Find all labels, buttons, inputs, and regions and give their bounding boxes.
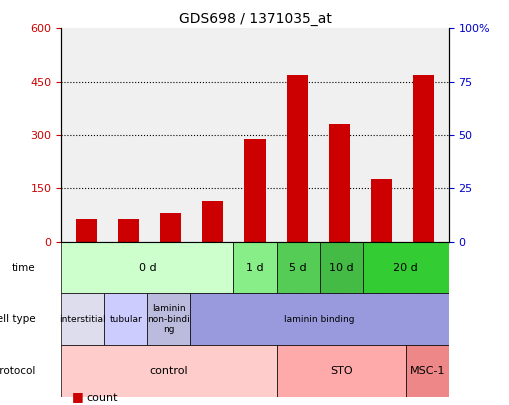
Text: 0 d: 0 d	[138, 262, 156, 273]
Text: ■: ■	[71, 390, 83, 403]
Text: 5 d: 5 d	[289, 262, 306, 273]
Bar	[160, 213, 181, 242]
Text: STO: STO	[329, 366, 352, 376]
Text: count: count	[87, 393, 118, 403]
FancyBboxPatch shape	[362, 242, 448, 294]
FancyBboxPatch shape	[104, 294, 147, 345]
Text: cell type: cell type	[0, 314, 35, 324]
Text: growth protocol: growth protocol	[0, 366, 35, 376]
Bar	[76, 219, 97, 242]
Title: GDS698 / 1371035_at: GDS698 / 1371035_at	[178, 12, 331, 26]
Bar	[370, 179, 391, 242]
FancyBboxPatch shape	[276, 242, 319, 294]
FancyBboxPatch shape	[319, 242, 362, 294]
Bar	[118, 219, 139, 242]
Text: tubular: tubular	[109, 315, 142, 324]
FancyBboxPatch shape	[190, 294, 448, 345]
Text: 10 d: 10 d	[328, 262, 353, 273]
Bar	[412, 75, 433, 242]
FancyBboxPatch shape	[276, 345, 405, 397]
Text: laminin
non-bindi
ng: laminin non-bindi ng	[147, 305, 190, 334]
Text: interstitial: interstitial	[60, 315, 106, 324]
FancyBboxPatch shape	[61, 345, 276, 397]
Bar	[202, 201, 223, 242]
Bar	[286, 75, 307, 242]
Text: 20 d: 20 d	[392, 262, 417, 273]
FancyBboxPatch shape	[147, 294, 190, 345]
Bar	[244, 139, 265, 242]
Text: MSC-1: MSC-1	[409, 366, 444, 376]
FancyBboxPatch shape	[405, 345, 448, 397]
FancyBboxPatch shape	[61, 294, 104, 345]
Bar	[328, 124, 349, 242]
FancyBboxPatch shape	[61, 242, 233, 294]
Text: control: control	[149, 366, 188, 376]
FancyBboxPatch shape	[233, 242, 276, 294]
Text: time: time	[12, 262, 35, 273]
Text: 1 d: 1 d	[246, 262, 263, 273]
Text: ■: ■	[71, 402, 83, 405]
Text: laminin binding: laminin binding	[284, 315, 354, 324]
